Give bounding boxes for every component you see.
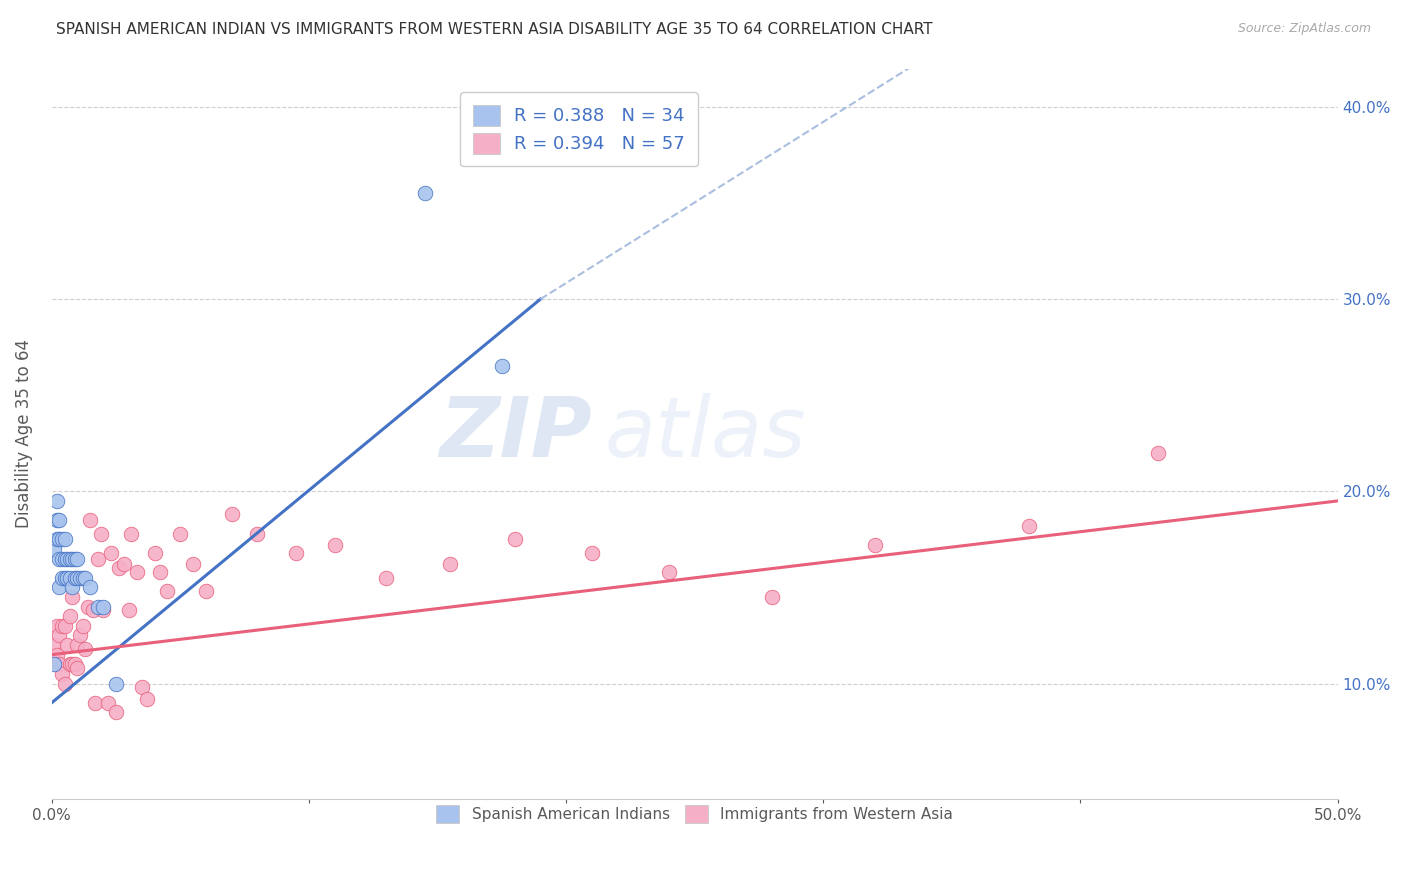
Text: ZIP: ZIP [439,393,592,475]
Point [82,603,104,617]
Point [285,546,308,560]
Point [45,533,67,547]
Y-axis label: Disability Age 35 to 64: Disability Age 35 to 64 [15,339,32,528]
Point [63,551,86,566]
Point [45,648,67,662]
Point [1146,446,1168,460]
Point [100,546,122,560]
Point [69,628,91,642]
Point [69,571,91,585]
Point [63,571,86,585]
Point [48,533,70,547]
Point [51,551,73,566]
Point [48,513,70,527]
Point [60,581,83,595]
Text: atlas: atlas [605,393,806,475]
Point [45,619,67,633]
Point [60,590,83,604]
Point [439,558,461,572]
Point [59,571,82,585]
Point [375,571,398,585]
Point [53,533,76,547]
Point [107,561,129,575]
Point [45,513,67,527]
Point [97,696,120,710]
Point [59,657,82,672]
Point [63,571,86,585]
Point [169,526,191,541]
Point [246,526,269,541]
Point [45,494,67,508]
Point [60,551,83,566]
Point [863,538,886,552]
Point [658,565,681,579]
Point [56,551,79,566]
Point [66,571,89,585]
Point [44,541,66,556]
Point [761,590,783,604]
Point [51,619,73,633]
Point [53,619,76,633]
Text: Source: ZipAtlas.com: Source: ZipAtlas.com [1237,22,1371,36]
Point [66,661,89,675]
Point [66,551,89,566]
Point [59,609,82,624]
Point [53,676,76,690]
Point [323,538,346,552]
Text: SPANISH AMERICAN INDIAN VS IMMIGRANTS FROM WESTERN ASIA DISABILITY AGE 35 TO 64 : SPANISH AMERICAN INDIAN VS IMMIGRANTS FR… [56,22,932,37]
Point [60,657,83,672]
Point [48,657,70,672]
Point [125,565,148,579]
Point [503,533,526,547]
Point [53,551,76,566]
Point [66,638,89,652]
Point [59,551,82,566]
Point [195,584,218,599]
Point [76,599,98,614]
Point [75,641,97,656]
Point [135,692,157,706]
Point [51,533,73,547]
Point [118,603,141,617]
Point [87,551,110,566]
Point [48,581,70,595]
Point [413,186,436,201]
Point [51,667,73,681]
Point [53,571,76,585]
Point [581,546,603,560]
Point [72,571,94,585]
Point [112,558,135,572]
Point [105,706,128,720]
Point [491,359,513,374]
Point [87,599,110,614]
Point [48,628,70,642]
Point [44,657,66,672]
Point [48,551,70,566]
Point [156,584,179,599]
Point [84,696,107,710]
Point [149,565,172,579]
Point [121,526,143,541]
Point [79,581,101,595]
Point [181,558,204,572]
Point [72,619,94,633]
Point [131,681,153,695]
Point [91,603,114,617]
Legend: Spanish American Indians, Immigrants from Western Asia: Spanish American Indians, Immigrants fro… [425,793,965,835]
Point [56,638,79,652]
Point [1018,519,1040,533]
Point [143,546,166,560]
Point [51,571,73,585]
Point [79,513,101,527]
Point [56,571,79,585]
Point [63,657,86,672]
Point [75,571,97,585]
Point [91,599,114,614]
Point [221,508,243,522]
Point [44,638,66,652]
Point [90,526,112,541]
Point [105,676,128,690]
